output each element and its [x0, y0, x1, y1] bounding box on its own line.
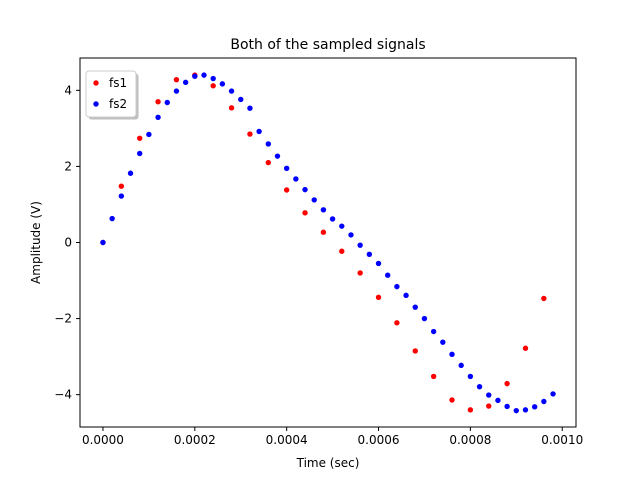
data-point-fs1: [357, 270, 363, 276]
data-point-fs2: [522, 407, 529, 413]
data-point-fs1: [247, 131, 253, 137]
data-point-fs1: [522, 345, 529, 351]
data-point-fs2: [127, 170, 134, 176]
legend: fs1 fs2: [85, 70, 139, 120]
y-tick-label: 2: [64, 159, 72, 173]
data-point-fs2: [164, 99, 170, 106]
data-point-fs2: [531, 404, 538, 410]
data-point-fs1: [339, 248, 345, 254]
data-point-fs2: [219, 81, 226, 87]
data-point-fs2: [550, 391, 556, 397]
data-point-fs2: [247, 105, 253, 111]
x-axis-ticks: 0.0000 0.0002 0.0004 0.0006 0.0008 0.0010: [82, 427, 583, 447]
data-point-fs2: [238, 96, 244, 103]
data-point-fs1: [504, 380, 510, 387]
data-point-fs2: [137, 150, 143, 157]
data-point-fs2: [283, 165, 290, 172]
data-point-fs2: [182, 79, 189, 86]
data-point-fs2: [146, 131, 152, 138]
data-point-fs2: [302, 186, 308, 193]
x-tick-label: 0.0002: [174, 433, 216, 447]
y-tick-label: 4: [64, 83, 72, 97]
data-point-fs2: [173, 88, 180, 94]
data-point-fs2: [513, 407, 519, 414]
data-point-fs2: [100, 239, 106, 246]
data-point-fs2: [394, 283, 400, 290]
data-point-fs1: [486, 403, 492, 409]
data-point-fs1: [265, 159, 271, 166]
data-point-fs2: [375, 260, 382, 267]
data-point-fs1: [467, 407, 474, 413]
x-tick-label: 0.0006: [358, 433, 400, 447]
data-point-fs2: [430, 328, 437, 335]
data-point-fs2: [421, 315, 428, 322]
x-axis-label: Time (sec): [296, 456, 360, 470]
data-point-fs1: [449, 397, 455, 403]
data-point-fs2: [192, 73, 198, 79]
series-fs1: [100, 72, 547, 413]
y-tick-label: −4: [54, 388, 72, 402]
data-point-fs2: [274, 153, 281, 159]
legend-label-fs2: fs2: [109, 97, 127, 111]
data-point-fs2: [320, 207, 327, 213]
series-fs2: [100, 72, 556, 414]
data-point-fs2: [476, 383, 483, 390]
data-point-fs1: [228, 105, 235, 111]
data-point-fs1: [541, 295, 547, 302]
data-point-fs1: [283, 187, 290, 193]
data-point-fs2: [201, 72, 207, 78]
data-point-fs2: [109, 215, 115, 222]
data-point-fs1: [412, 348, 418, 354]
x-tick-label: 0.0004: [266, 433, 308, 447]
data-point-fs2: [311, 197, 317, 203]
y-axis-label: Amplitude (V): [29, 201, 43, 284]
data-point-fs2: [348, 232, 354, 238]
data-point-fs2: [118, 193, 125, 199]
data-point-fs2: [155, 114, 161, 121]
legend-marker-fs1: [93, 80, 99, 86]
y-axis-ticks: −4 −2 0 2 4: [54, 83, 80, 402]
axes-frame: [79, 57, 577, 428]
data-point-fs2: [440, 339, 446, 345]
x-tick-label: 0.0000: [82, 433, 124, 447]
data-point-fs2: [210, 75, 216, 82]
data-point-fs1: [430, 373, 437, 380]
data-point-fs1: [137, 135, 143, 141]
chart-title: Both of the sampled signals: [230, 37, 425, 53]
data-point-fs2: [366, 251, 373, 257]
legend-label-fs1: fs1: [109, 76, 127, 90]
data-point-fs2: [486, 392, 492, 398]
data-point-fs2: [265, 141, 271, 147]
data-point-fs2: [412, 304, 418, 310]
data-point-fs2: [357, 242, 363, 248]
data-point-fs1: [155, 99, 161, 105]
data-point-fs2: [495, 397, 501, 404]
data-point-fs2: [541, 398, 547, 405]
data-point-fs2: [256, 128, 262, 135]
x-tick-label: 0.0010: [541, 433, 583, 447]
data-point-fs2: [228, 88, 235, 94]
y-tick-label: 0: [64, 236, 72, 250]
data-point-fs1: [394, 320, 400, 326]
data-point-fs1: [320, 229, 327, 235]
legend-marker-fs2: [93, 101, 99, 107]
y-tick-label: −2: [54, 312, 72, 326]
data-point-fs2: [385, 272, 391, 278]
data-point-fs1: [118, 183, 125, 189]
data-point-fs2: [467, 373, 474, 380]
plot-area: [79, 57, 577, 428]
data-point-fs2: [293, 176, 299, 182]
data-point-fs2: [403, 292, 409, 299]
data-point-fs1: [210, 83, 216, 89]
data-point-fs1: [302, 210, 308, 216]
data-point-fs2: [458, 362, 464, 369]
data-point-fs2: [504, 403, 510, 410]
data-point-fs2: [449, 351, 455, 358]
data-point-fs2: [329, 216, 336, 222]
x-tick-label: 0.0008: [449, 433, 491, 447]
data-point-fs1: [375, 294, 382, 300]
data-point-fs1: [173, 76, 180, 83]
data-point-fs2: [339, 223, 345, 229]
